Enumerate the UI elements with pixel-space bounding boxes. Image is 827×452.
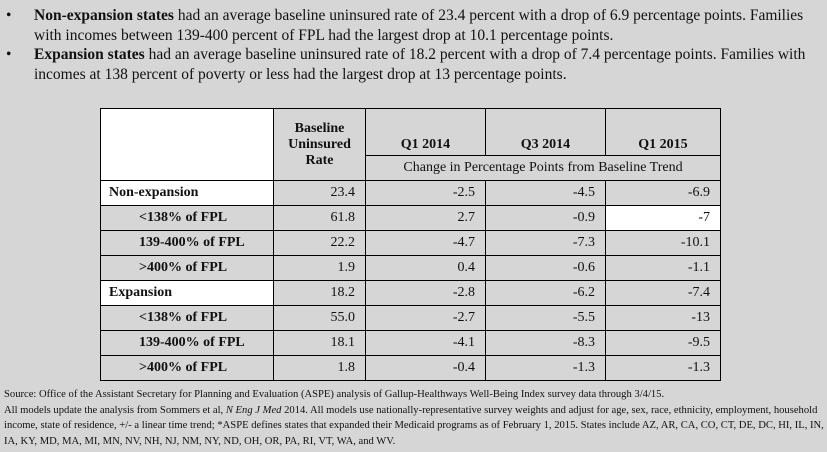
bullet: Expansion states had an average baseline… [0,45,827,84]
table-row: >400% of FPL 1.8 -0.4 -1.3 -1.3 [100,355,721,381]
cell: -7.4 [605,280,721,306]
source-text: All models update the analysis from Somm… [4,404,226,416]
cell: 2.7 [365,205,486,231]
bullet-list: Non-expansion states had an average base… [0,6,827,84]
bullet-text: had an average baseline uninsured rate o… [34,7,804,44]
row-label: >400% of FPL [100,355,274,381]
cell: -6.9 [605,180,721,206]
cell: -7 [605,205,721,231]
cell: 1.9 [273,255,366,281]
cell: -0.6 [485,255,606,281]
cell: -8.3 [485,330,606,356]
row-label: Expansion [100,280,274,306]
cell: 22.2 [273,230,366,256]
table-row: <138% of FPL 55.0 -2.7 -5.5 -13 [100,305,721,331]
cell: -1.3 [605,355,721,381]
source-text: Source: Office of the Assistant Secretar… [4,389,665,400]
table-row: <138% of FPL 61.8 2.7 -0.9 -7 [100,205,721,231]
column-header: Baseline Uninsured Rate [273,108,366,181]
cell: 18.1 [273,330,366,356]
cell: -2.5 [365,180,486,206]
column-header: Q1 2015 [605,108,721,156]
cell: -0.9 [485,205,606,231]
cell: 1.8 [273,355,366,381]
row-label: <138% of FPL [100,205,274,231]
row-label: Non-expansion [100,180,274,206]
table-row: 139-400% of FPL 18.1 -4.1 -8.3 -9.5 [100,330,721,356]
bullet-lead: Expansion states [34,46,145,63]
bullet: Non-expansion states had an average base… [0,6,827,45]
cell: -13 [605,305,721,331]
cell: -0.4 [365,355,486,381]
corner-cell [100,108,274,181]
subheader: Change in Percentage Points from Baselin… [365,155,721,181]
cell: -1.1 [605,255,721,281]
subheader-row: Change in Percentage Points from Baselin… [101,155,721,181]
row-label: <138% of FPL [100,305,274,331]
journal-name: N Eng J Med [225,404,282,416]
cell: -9.5 [605,330,721,356]
cell: 23.4 [273,180,366,206]
cell: -7.3 [485,230,606,256]
source-note: Source: Office of the Assistant Secretar… [4,387,824,449]
row-label: 139-400% of FPL [100,230,274,256]
table-row: 139-400% of FPL 22.2 -4.7 -7.3 -10.1 [100,230,721,256]
table-row: Expansion 18.2 -2.8 -6.2 -7.4 [100,280,721,306]
cell: 0.4 [365,255,486,281]
cell: 61.8 [273,205,366,231]
bullet-text: had an average baseline uninsured rate o… [34,46,806,83]
cell: -4.7 [365,230,486,256]
cell: -4.5 [485,180,606,206]
column-header: Q1 2014 [365,108,486,156]
row-label: 139-400% of FPL [100,330,274,356]
column-header: Q3 2014 [485,108,606,156]
source-text: 2014. All models use nationally-represen… [4,404,824,447]
cell: 55.0 [273,305,366,331]
cell: -6.2 [485,280,606,306]
bullet-lead: Non-expansion states [34,7,174,24]
cell: -5.5 [485,305,606,331]
cell: 18.2 [273,280,366,306]
table-row: Non-expansion 23.4 -2.5 -4.5 -6.9 [100,180,721,206]
header-row: Baseline Uninsured Rate Q1 2014 Q3 2014 … [100,108,721,181]
cell: -1.3 [485,355,606,381]
cell: -4.1 [365,330,486,356]
cell: -2.7 [365,305,486,331]
table-row: >400% of FPL 1.9 0.4 -0.6 -1.1 [100,255,721,281]
cell: -10.1 [605,230,721,256]
cell: -2.8 [365,280,486,306]
data-table: Baseline Uninsured Rate Q1 2014 Q3 2014 … [100,108,721,381]
row-label: >400% of FPL [100,255,274,281]
